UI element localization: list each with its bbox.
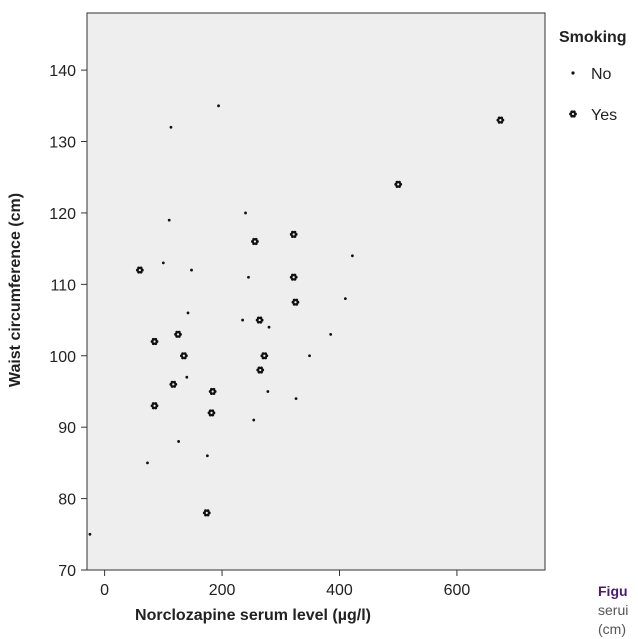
data-point-smoking-yes [256, 366, 265, 374]
data-point-smoking-no [177, 440, 181, 443]
data-point-smoking-no [88, 532, 92, 536]
data-point-smoking-no [244, 211, 247, 215]
data-point-smoking-no [161, 261, 165, 265]
data-points [88, 104, 505, 536]
y-tick-label: 130 [49, 135, 76, 152]
caption-title: Figu [598, 583, 628, 599]
y-axis-label: Waist circumference (cm) [7, 193, 24, 387]
plot-area [86, 12, 546, 571]
y-tick-label: 100 [49, 349, 76, 366]
y-tick-label: 80 [58, 492, 76, 509]
data-point-smoking-no [247, 275, 250, 279]
data-point-smoking-no [217, 104, 220, 108]
x-tick-label: 600 [444, 582, 471, 599]
y-tick-label: 90 [58, 420, 76, 437]
data-point-smoking-no [185, 375, 189, 379]
data-point-smoking-no [169, 125, 173, 129]
x-axis: 0 200 400 600 [100, 570, 470, 599]
data-point-smoking-yes [207, 409, 216, 417]
data-point-smoking-yes [208, 387, 217, 396]
data-point-smoking-yes [289, 230, 298, 238]
data-point-smoking-yes [150, 402, 159, 410]
data-point-smoking-yes [394, 180, 403, 188]
x-tick-label: 400 [326, 582, 353, 599]
data-point-smoking-no [267, 325, 271, 329]
legend-no-label: No [591, 66, 612, 83]
data-point-smoking-yes [289, 273, 298, 281]
data-point-smoking-yes [496, 116, 505, 124]
data-point-smoking-yes [251, 237, 259, 246]
legend: Smoking No Yes [559, 29, 627, 124]
data-point-smoking-yes [150, 337, 159, 346]
legend-no-marker [571, 71, 575, 75]
legend-yes-symbol [569, 110, 577, 118]
data-point-smoking-no [190, 268, 193, 272]
data-point-smoking-yes [174, 330, 182, 338]
data-point-smoking-no [241, 318, 245, 322]
data-point-smoking-no [146, 461, 149, 465]
x-axis-label: Norclozapine serum level (µg/l) [135, 607, 371, 624]
data-point-smoking-no [294, 397, 298, 401]
data-point-smoking-yes [135, 266, 144, 274]
x-tick-label: 0 [100, 582, 109, 599]
figure-caption: Figu serui (cm) [598, 582, 638, 639]
caption-line-2: (cm) [598, 621, 626, 637]
data-point-smoking-no [167, 218, 171, 222]
x-tick-label: 200 [209, 582, 236, 599]
y-axis: 70 80 90 100 110 120 130 140 [49, 63, 87, 580]
data-point-smoking-yes [179, 352, 188, 360]
y-tick-label: 140 [49, 63, 76, 80]
caption-line-1: serui [598, 602, 629, 618]
data-point-smoking-yes [260, 352, 269, 360]
legend-yes-label: Yes [591, 107, 617, 124]
data-point-smoking-no [308, 354, 311, 358]
data-point-smoking-no [343, 297, 347, 301]
data-point-smoking-yes [202, 509, 211, 517]
y-tick-label: 110 [50, 277, 76, 294]
y-tick-label: 120 [49, 206, 76, 223]
data-point-smoking-yes [169, 380, 178, 388]
data-point-smoking-no [205, 454, 209, 458]
data-point-smoking-no [266, 390, 270, 393]
y-tick-label: 70 [58, 563, 76, 580]
data-point-smoking-yes [255, 316, 264, 324]
data-point-smoking-no [351, 254, 354, 258]
data-point-smoking-no [329, 332, 333, 336]
legend-title: Smoking [559, 29, 627, 46]
data-point-smoking-no [186, 311, 190, 315]
data-point-smoking-no [252, 418, 256, 422]
data-point-smoking-yes [291, 298, 300, 306]
legend-yes-marker [569, 110, 577, 118]
